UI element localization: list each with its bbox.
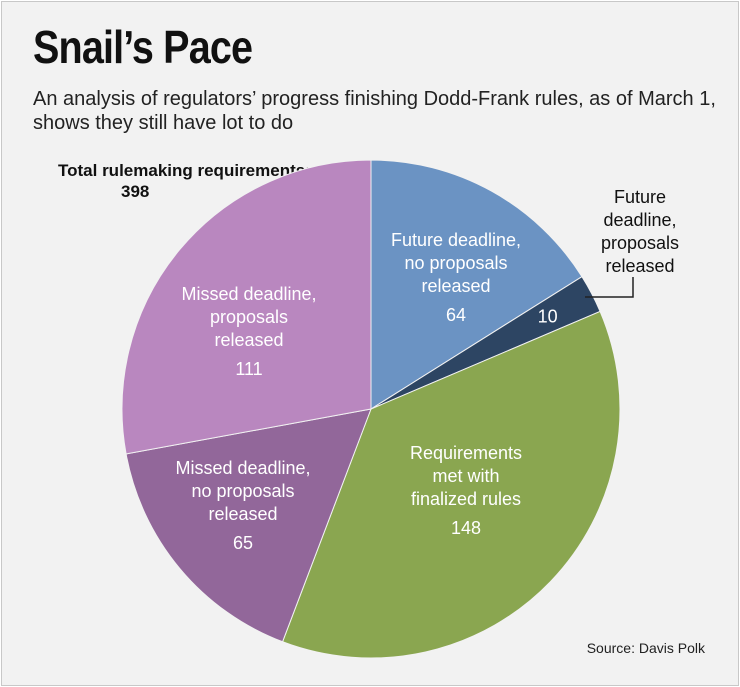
callout-leader-line xyxy=(585,277,634,298)
slice-label-line-missed_yes-2: released xyxy=(214,330,283,350)
slice-label-line-future_no-1: no proposals xyxy=(404,253,507,273)
total-requirements: Total rulemaking requirements: 398 xyxy=(58,160,311,202)
slice-value-missed_yes: 111 xyxy=(235,359,262,379)
slice-value-missed_no: 65 xyxy=(233,533,253,553)
pie-slice-met xyxy=(281,310,621,659)
chart-subtitle: An analysis of regulators’ progress fini… xyxy=(33,88,716,134)
pie-slice-missed_no xyxy=(125,408,372,643)
pie-slice-future_no xyxy=(370,159,583,410)
slice-label-line-missed_no-1: no proposals xyxy=(191,481,294,501)
slice-value-future_yes: 10 xyxy=(538,307,558,327)
slice-value-met: 148 xyxy=(451,518,481,538)
slice-label-line-missed_no-2: released xyxy=(208,504,277,524)
slice-label-line-missed_yes-0: Missed deadline, xyxy=(181,284,316,304)
slice-label-line-future_yes-2: proposals xyxy=(601,233,679,253)
slice-label-line-future_yes-1: deadline, xyxy=(603,210,676,230)
slice-label-line-met-1: met with xyxy=(432,466,499,486)
slice-label-line-future_yes-0: Future xyxy=(614,187,666,207)
slice-label-line-met-0: Requirements xyxy=(410,443,522,463)
slice-label-line-future_no-0: Future deadline, xyxy=(391,230,521,250)
slice-label-line-missed_no-0: Missed deadline, xyxy=(175,458,310,478)
pie-slices xyxy=(121,159,621,659)
slice-value-future_no: 64 xyxy=(446,305,466,325)
pie-labels: Future deadline, no proposals released 64 10… xyxy=(175,187,679,553)
slice-label-line-missed_yes-1: proposals xyxy=(210,307,288,327)
source-note: Source: Davis Polk xyxy=(586,640,705,656)
slice-label-line-future_yes-3: released xyxy=(605,256,674,276)
slice-label-line-met-2: finalized rules xyxy=(411,489,521,509)
slice-label-line-future_no-2: released xyxy=(421,276,490,296)
total-requirements-value: 398 xyxy=(121,182,150,201)
chart-title: Snail’s Pace xyxy=(33,21,253,73)
total-requirements-label: Total rulemaking requirements: xyxy=(58,161,311,180)
pie-slice-missed_yes xyxy=(121,159,372,455)
